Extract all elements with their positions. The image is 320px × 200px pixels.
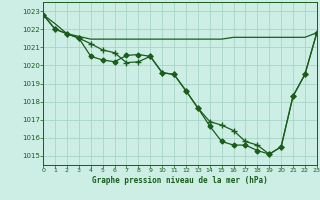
X-axis label: Graphe pression niveau de la mer (hPa): Graphe pression niveau de la mer (hPa) bbox=[92, 176, 268, 185]
